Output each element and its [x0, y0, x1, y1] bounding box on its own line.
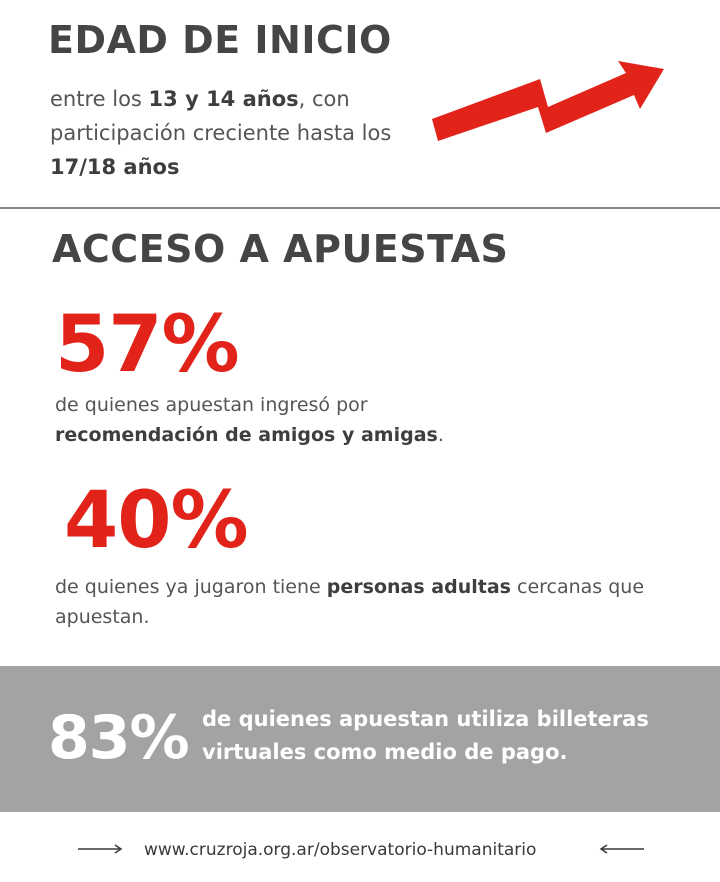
arrow-left-line-icon [599, 844, 644, 854]
stat2-end: cercanas que apuestan. [55, 576, 645, 628]
stat-40-percent: 40% [64, 476, 249, 566]
intro-part1: entre los [50, 87, 149, 111]
stat1-plain: de quienes apuestan ingresó por [55, 394, 368, 416]
stat-40-description: de quienes ya jugaron tiene personas adu… [55, 572, 655, 632]
stat1-end: . [437, 424, 444, 446]
stat2-plain: de quienes ya jugaron tiene [55, 576, 327, 598]
stat-83-description: de quienes apuestan utiliza billeteras v… [202, 707, 649, 764]
title-edad-de-inicio: EDAD DE INICIO [48, 18, 392, 62]
stat-57-percent: 57% [55, 300, 240, 390]
intro-bold-ages: 13 y 14 años [148, 87, 299, 111]
highlight-band [0, 666, 720, 812]
section-divider [0, 207, 720, 209]
footer-url-link[interactable]: www.cruzroja.org.ar/observatorio-humanit… [144, 840, 537, 860]
stat1-bold: recomendación de amigos y amigas [55, 424, 438, 446]
stat-83-percent: 83% [48, 703, 190, 773]
title-acceso-a-apuestas: ACCESO A APUESTAS [52, 227, 509, 271]
intro-text: entre los 13 y 14 años, con participació… [50, 82, 430, 184]
intro-bold-ages-2: 17/18 años [50, 155, 180, 179]
stat-57-description: de quienes apuestan ingresó por recomend… [55, 390, 655, 450]
rising-zigzag-arrow-icon [432, 61, 664, 141]
arrow-right-line-icon [78, 844, 123, 854]
intro-part2: , con participación creciente hasta los [50, 87, 392, 145]
stat2-bold: personas adultas [326, 576, 511, 598]
